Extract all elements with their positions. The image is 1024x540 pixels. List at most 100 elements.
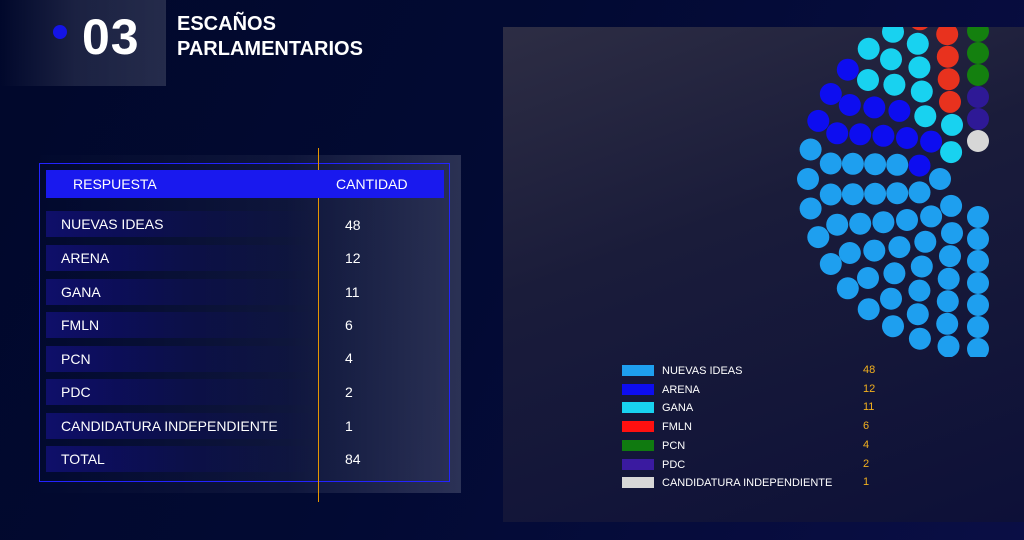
seat-nuevas-ideas: [864, 153, 887, 176]
legend-swatch: [622, 383, 654, 395]
seat-nuevas-ideas: [967, 250, 989, 272]
seat-gana: [906, 32, 929, 55]
table-row: GANA: [46, 279, 316, 305]
seat-nuevas-ideas: [920, 205, 943, 228]
seat-nuevas-ideas: [882, 315, 904, 338]
seat-nuevas-ideas: [908, 279, 931, 302]
seat-nuevas-ideas: [967, 316, 989, 338]
row-label: NUEVAS IDEAS: [61, 216, 164, 232]
seat-gana: [908, 56, 931, 79]
seat-fmln: [937, 68, 960, 91]
seat-arena: [819, 83, 842, 105]
seat-gana: [882, 27, 904, 43]
parliament-chart: [797, 27, 989, 357]
row-value: 12: [345, 250, 361, 266]
seat-fmln: [936, 27, 959, 46]
seat-nuevas-ideas: [967, 206, 989, 228]
seat-nuevas-ideas: [908, 327, 931, 350]
legend-swatch: [622, 421, 654, 433]
seat-gana: [857, 37, 880, 60]
legend-label: PDC: [662, 458, 686, 471]
seat-gana: [914, 105, 937, 128]
seat-nuevas-ideas: [939, 245, 961, 268]
seat-nuevas-ideas: [872, 211, 895, 234]
legend-value: 1: [863, 476, 870, 489]
table-header: RESPUESTA CANTIDAD: [46, 170, 444, 198]
seat-nuevas-ideas: [857, 267, 879, 289]
row-label: ARENA: [61, 250, 110, 266]
row-label: TOTAL: [61, 451, 105, 467]
page-title: ESCAÑOS PARLAMENTARIOS: [177, 13, 363, 60]
seat-nuevas-ideas: [863, 239, 886, 262]
seat-nuevas-ideas: [799, 138, 822, 161]
seat-nuevas-ideas: [849, 212, 872, 235]
seat-arena: [836, 58, 859, 81]
seat-nuevas-ideas: [819, 152, 842, 175]
seat-nuevas-ideas: [841, 152, 864, 175]
seat-gana: [857, 69, 879, 91]
seat-arena: [872, 124, 895, 147]
legend-label: CANDIDATURA INDEPENDIENTE: [662, 477, 833, 490]
section-dot-icon: [53, 25, 67, 39]
seat-fmln: [912, 27, 928, 31]
legend-item: NUEVAS IDEAS 48: [622, 364, 892, 378]
legend-item: PDC 2: [622, 458, 892, 472]
legend-label: FMLN: [662, 421, 692, 434]
seat-nuevas-ideas: [857, 298, 880, 321]
legend-label: NUEVAS IDEAS: [662, 365, 743, 377]
row-value: 6: [345, 317, 353, 333]
seat-gana: [940, 141, 963, 164]
seat-nuevas-ideas: [936, 290, 959, 313]
seat-candidatura-independiente: [967, 130, 989, 152]
legend-value: 11: [863, 401, 875, 414]
seat-nuevas-ideas: [797, 168, 819, 190]
legend-swatch: [622, 439, 654, 451]
table-row: CANDIDATURA INDEPENDIENTE: [46, 413, 316, 439]
seat-arena: [863, 96, 886, 119]
legend-swatch: [622, 458, 654, 470]
row-value: 4: [345, 350, 353, 366]
legend-label: PCN: [662, 439, 686, 452]
seat-nuevas-ideas: [886, 153, 909, 176]
seat-nuevas-ideas: [880, 287, 902, 310]
seat-arena: [888, 99, 911, 122]
seat-arena: [896, 127, 918, 149]
row-value: 1: [345, 418, 353, 434]
seat-nuevas-ideas: [841, 183, 864, 206]
table-divider: [318, 148, 319, 502]
table-row: NUEVAS IDEAS: [46, 211, 316, 237]
seat-nuevas-ideas: [967, 294, 989, 316]
legend-swatch: [622, 365, 654, 376]
legend-item: ARENA 12: [622, 383, 892, 397]
legend-item: PCN 4: [622, 439, 892, 453]
seat-nuevas-ideas: [967, 228, 989, 250]
seat-pdc: [967, 86, 989, 108]
table-row: PCN: [46, 346, 316, 372]
seat-nuevas-ideas: [799, 197, 822, 220]
seat-nuevas-ideas: [836, 277, 859, 300]
row-label: FMLN: [61, 317, 100, 333]
seat-nuevas-ideas: [864, 182, 887, 205]
seat-gana: [910, 80, 933, 103]
seat-fmln: [936, 45, 959, 68]
column-header-cantidad: CANTIDAD: [336, 176, 408, 192]
seat-arena: [826, 122, 849, 145]
seat-pcn: [967, 27, 989, 42]
legend-value: 6: [863, 420, 870, 433]
seat-nuevas-ideas: [819, 183, 842, 206]
seat-nuevas-ideas: [838, 242, 861, 264]
row-value: 48: [345, 217, 361, 233]
seat-nuevas-ideas: [910, 255, 933, 278]
seat-pcn: [967, 64, 989, 86]
seat-nuevas-ideas: [883, 262, 906, 285]
seat-nuevas-ideas: [906, 303, 929, 326]
seat-nuevas-ideas: [914, 230, 937, 253]
table-frame: [39, 163, 450, 482]
seat-arena: [920, 130, 943, 153]
seat-nuevas-ideas: [888, 236, 911, 259]
seat-nuevas-ideas: [896, 209, 918, 231]
seat-nuevas-ideas: [937, 335, 960, 357]
row-value: 2: [345, 384, 353, 400]
table-row-total: TOTAL: [46, 446, 316, 472]
legend-item: CANDIDATURA INDEPENDIENTE 1: [622, 476, 892, 490]
